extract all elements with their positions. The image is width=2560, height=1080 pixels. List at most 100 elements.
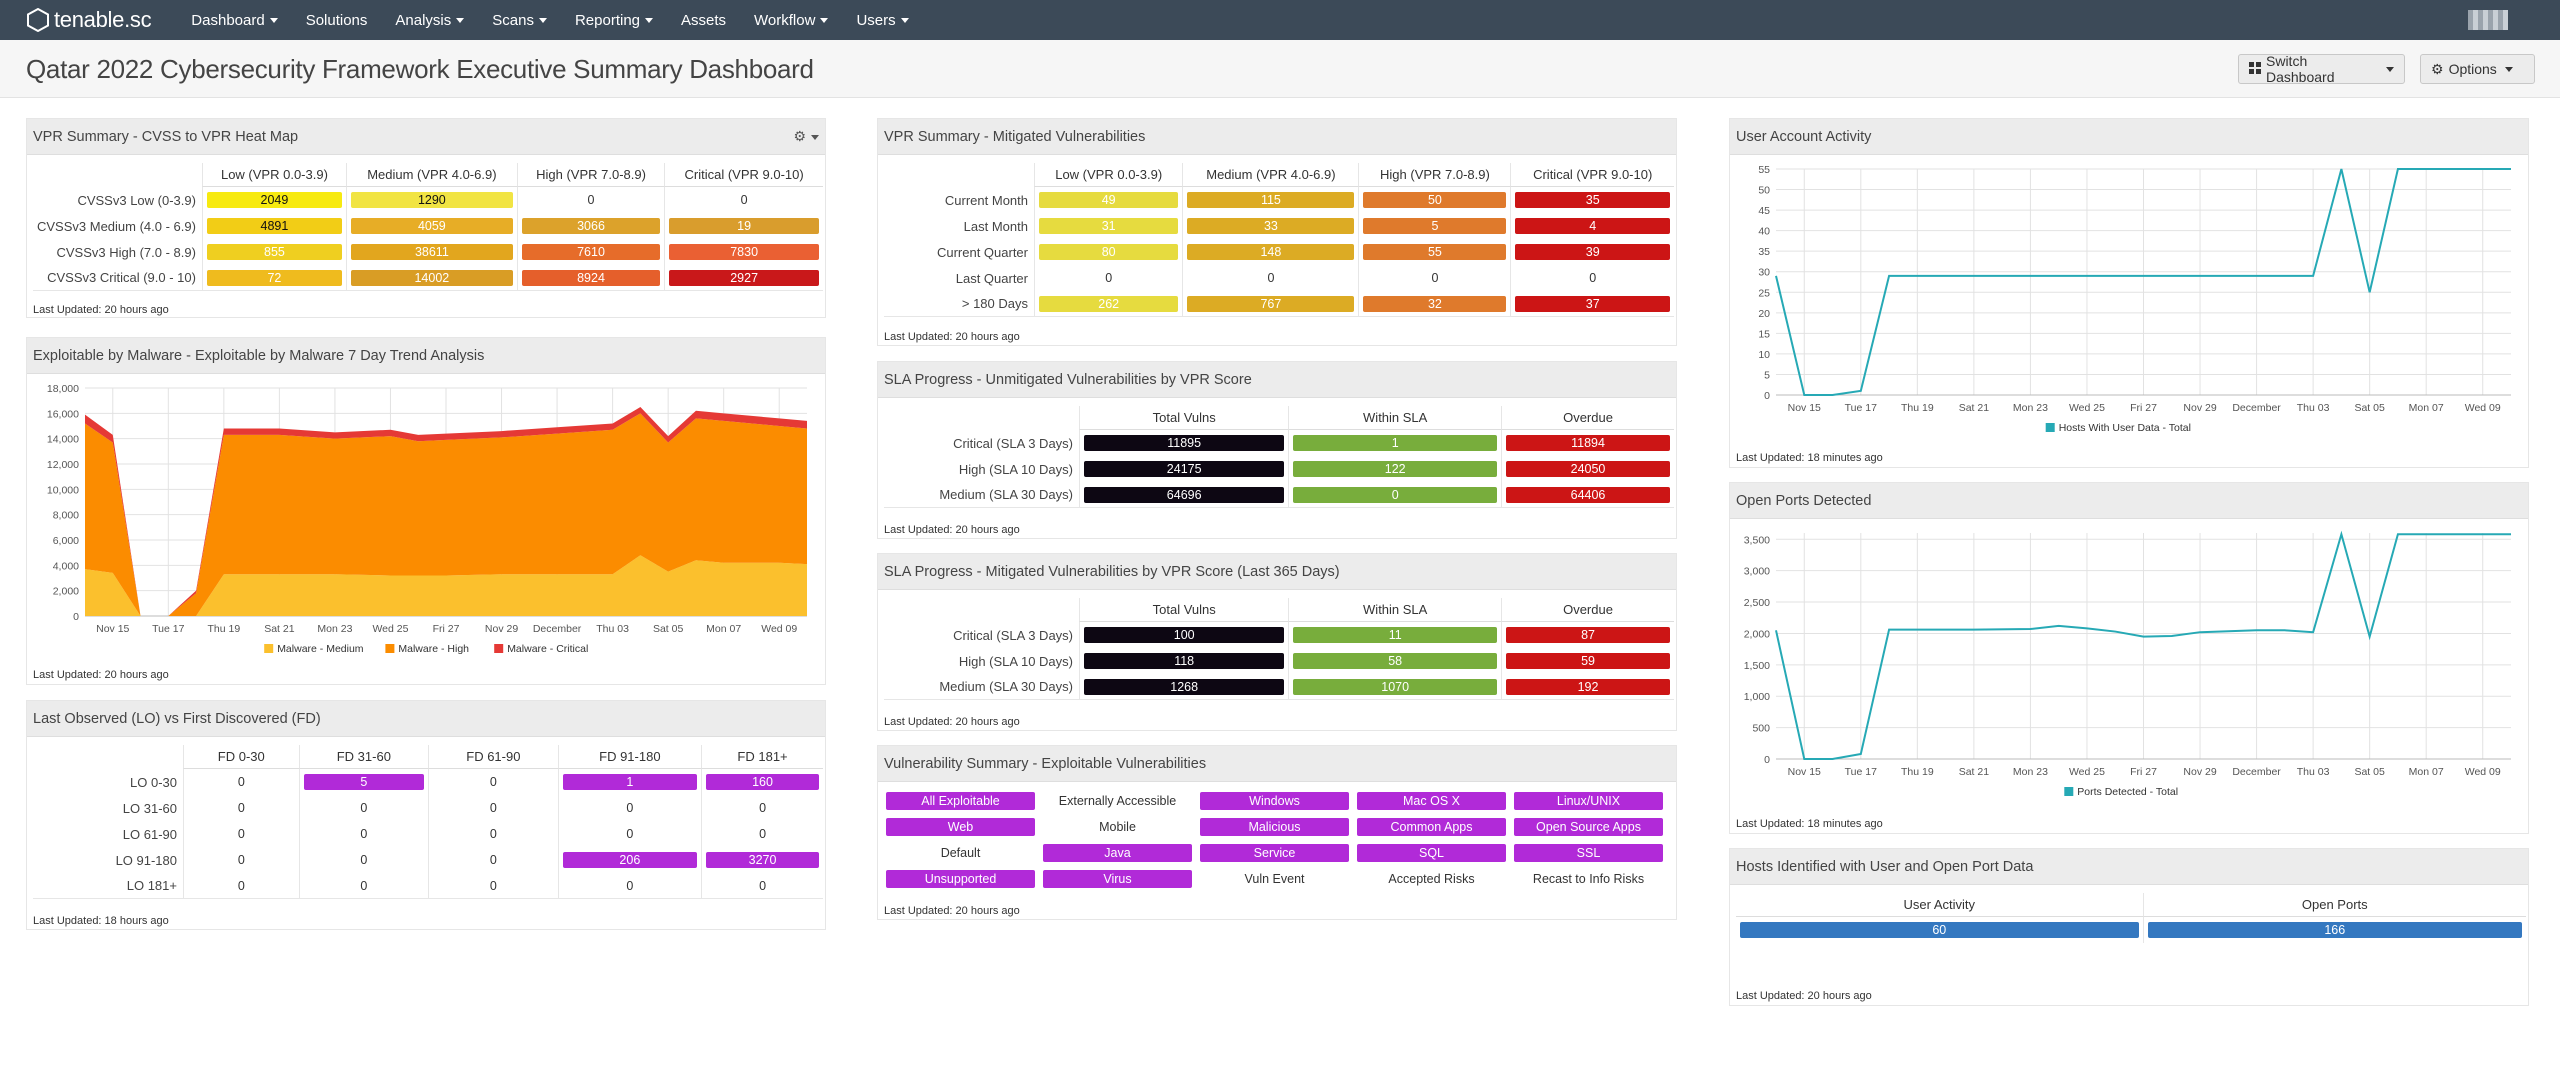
nav-item-dashboard[interactable]: Dashboard (177, 12, 291, 29)
x-tick-label: Mon 23 (2013, 766, 2048, 778)
vuln-category-cell[interactable]: Service (1200, 844, 1349, 862)
vuln-category-cell[interactable]: Linux/UNIX (1514, 792, 1663, 810)
matrix-cell[interactable]: 8924 (521, 269, 661, 286)
chevron-down-icon (538, 18, 547, 24)
matrix-cell[interactable]: 2049 (206, 192, 342, 208)
hosts-table: User Activity Open Ports 60 166 (1736, 893, 2526, 943)
column-header: Critical (VPR 9.0-10) (1510, 163, 1674, 187)
matrix-cell[interactable]: 49 (1039, 192, 1179, 208)
matrix-cell[interactable]: 64406 (1506, 486, 1670, 503)
column-header: Total Vulns (1079, 406, 1289, 430)
matrix-cell[interactable]: 5 (303, 774, 425, 790)
open-ports-count[interactable]: 166 (2147, 922, 2522, 938)
matrix-cell[interactable]: 38611 (350, 244, 513, 260)
matrix-cell[interactable]: 14002 (350, 269, 513, 286)
row-label: High (SLA 10 Days) (958, 461, 1073, 477)
matrix-cell[interactable]: 58 (1293, 653, 1498, 669)
matrix-cell[interactable]: 11895 (1084, 435, 1285, 451)
matrix-cell[interactable]: 80 (1039, 244, 1179, 260)
vuln-category-cell[interactable]: Windows (1200, 792, 1349, 810)
matrix-cell[interactable]: 64696 (1084, 486, 1285, 503)
vuln-category-cell[interactable]: Mac OS X (1357, 792, 1506, 810)
vuln-category-cell[interactable]: Unsupported (886, 870, 1035, 888)
matrix-cell[interactable]: 33 (1187, 218, 1355, 234)
vuln-category-cell[interactable]: SSL (1514, 844, 1663, 862)
vuln-category-cell[interactable]: Common Apps (1357, 818, 1506, 836)
vuln-category-cell[interactable]: Java (1043, 844, 1192, 862)
matrix-cell[interactable]: 50 (1363, 192, 1507, 208)
matrix-cell[interactable]: 118 (1084, 653, 1285, 669)
user-activity-count[interactable]: 60 (1740, 922, 2139, 938)
matrix-cell[interactable]: 24050 (1506, 461, 1670, 477)
component-header: VPR Summary - CVSS to VPR Heat Map ⚙ (27, 119, 825, 155)
matrix-cell[interactable]: 31 (1039, 218, 1179, 234)
matrix-cell[interactable]: 192 (1506, 678, 1670, 695)
nav-item-assets[interactable]: Assets (667, 12, 740, 29)
matrix-cell[interactable]: 206 (562, 852, 698, 868)
logo[interactable]: tenable.sc (26, 7, 152, 33)
matrix-cell[interactable]: 1070 (1293, 678, 1498, 695)
matrix-cell[interactable]: 122 (1293, 461, 1498, 477)
matrix-cell: 0 (237, 775, 245, 789)
nav-item-reporting[interactable]: Reporting (561, 12, 667, 29)
vuln-category-cell[interactable]: SQL (1357, 844, 1506, 862)
matrix-cell[interactable]: 35 (1515, 192, 1670, 208)
matrix-cell[interactable]: 39 (1515, 244, 1670, 260)
matrix-cell[interactable]: 0 (1293, 486, 1498, 503)
vuln-category-cell[interactable]: Open Source Apps (1514, 818, 1663, 836)
matrix-cell[interactable]: 1 (562, 774, 698, 790)
matrix-cell[interactable]: 1290 (350, 192, 513, 208)
matrix-cell[interactable]: 11894 (1506, 435, 1670, 451)
logo-text: tenable.sc (54, 7, 152, 32)
matrix-cell: 0 (489, 827, 497, 841)
matrix-cell[interactable]: 72 (206, 269, 342, 286)
vuln-category-cell[interactable]: Malicious (1200, 818, 1349, 836)
matrix-cell[interactable]: 767 (1187, 295, 1355, 312)
matrix-cell[interactable]: 7610 (521, 244, 661, 260)
nav-item-analysis[interactable]: Analysis (381, 12, 478, 29)
vuln-category-cell[interactable]: All Exploitable (886, 792, 1035, 810)
component-title: VPR Summary - Mitigated Vulnerabilities (884, 128, 1146, 145)
matrix-cell[interactable]: 59 (1506, 653, 1670, 669)
matrix-cell[interactable]: 160 (706, 774, 819, 790)
matrix-cell[interactable]: 855 (206, 244, 342, 260)
x-tick-label: Sat 21 (1959, 766, 1990, 778)
component-settings-icon[interactable]: ⚙ (793, 128, 819, 145)
matrix-cell[interactable]: 55 (1363, 244, 1507, 260)
matrix-cell[interactable]: 1 (1293, 435, 1498, 451)
matrix-cell[interactable]: 32 (1363, 295, 1507, 312)
matrix-cell[interactable]: 5 (1363, 218, 1507, 234)
matrix-cell[interactable]: 3270 (706, 852, 819, 868)
matrix-cell[interactable]: 19 (669, 218, 819, 234)
y-tick-label: 2,000 (53, 586, 79, 598)
matrix-cell[interactable]: 3066 (521, 218, 661, 234)
matrix-cell[interactable]: 4059 (350, 218, 513, 234)
matrix-cell[interactable]: 262 (1039, 295, 1179, 312)
user-menu[interactable] (2468, 10, 2508, 30)
y-tick-label: 45 (1758, 205, 1770, 217)
options-button[interactable]: ⚙ Options (2420, 54, 2535, 84)
matrix-cell[interactable]: 100 (1084, 627, 1285, 643)
matrix-cell[interactable]: 37 (1515, 295, 1670, 312)
matrix-cell[interactable]: 148 (1187, 244, 1355, 260)
matrix-cell: 0 (489, 775, 497, 789)
vuln-category-cell[interactable]: Virus (1043, 870, 1192, 888)
x-tick-label: Fri 27 (2130, 402, 2157, 414)
nav-item-solutions[interactable]: Solutions (292, 12, 382, 29)
matrix-cell[interactable]: 1268 (1084, 678, 1285, 695)
matrix-cell[interactable]: 24175 (1084, 461, 1285, 477)
matrix-cell[interactable]: 7830 (669, 244, 819, 260)
x-tick-label: December (2232, 402, 2281, 414)
matrix-cell[interactable]: 11 (1293, 627, 1498, 643)
matrix-cell: 0 (740, 193, 748, 207)
nav-item-users[interactable]: Users (842, 12, 922, 29)
nav-item-workflow[interactable]: Workflow (740, 12, 842, 29)
matrix-cell[interactable]: 115 (1187, 192, 1355, 208)
matrix-cell[interactable]: 2927 (669, 269, 819, 286)
matrix-cell[interactable]: 4 (1515, 218, 1670, 234)
matrix-cell[interactable]: 4891 (206, 218, 342, 234)
matrix-cell[interactable]: 87 (1506, 627, 1670, 643)
switch-dashboard-button[interactable]: Switch Dashboard (2238, 53, 2405, 85)
nav-item-scans[interactable]: Scans (478, 12, 561, 29)
vuln-category-cell[interactable]: Web (886, 818, 1035, 836)
